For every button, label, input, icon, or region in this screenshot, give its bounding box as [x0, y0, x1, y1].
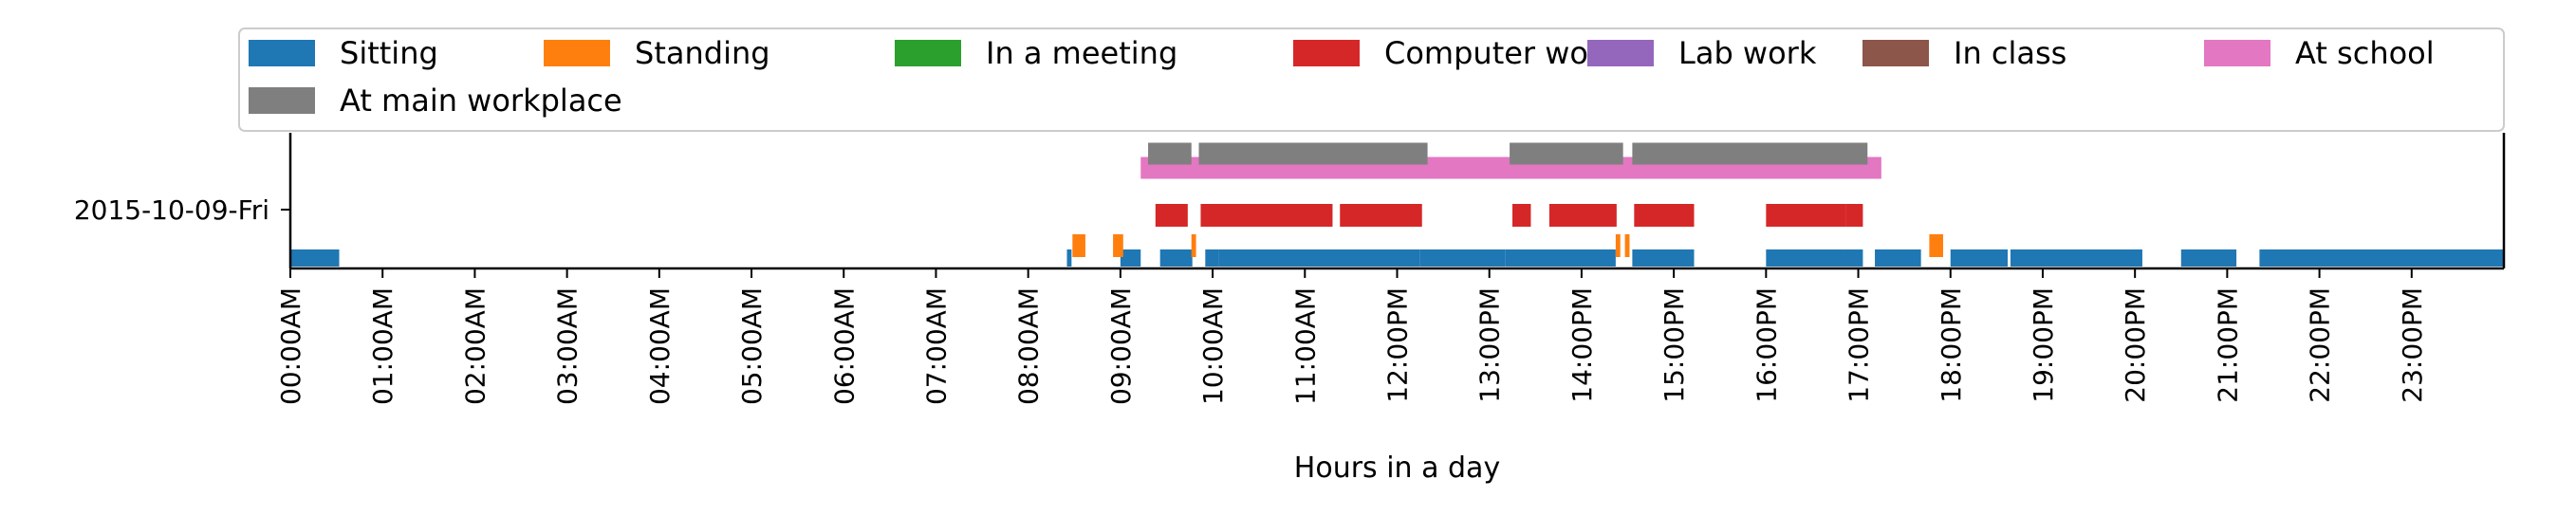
- bar-sitting-5: [1218, 249, 1331, 267]
- x-axis-title: Hours in a day: [1294, 452, 1500, 485]
- bar-standing-2: [1191, 234, 1196, 257]
- legend-label-in-class: In class: [1954, 35, 2066, 71]
- bar-at-main-workplace-2: [1510, 142, 1623, 165]
- bar-sitting-14: [2010, 249, 2142, 267]
- bar-sitting-9: [1632, 249, 1695, 267]
- bar-standing-0: [1072, 234, 1085, 257]
- x-tick-label: 19:00PM: [2028, 287, 2059, 403]
- bar-computer-work-4: [1548, 204, 1617, 227]
- bar-computer-work-0: [1155, 204, 1188, 227]
- x-tick-label: 01:00AM: [367, 287, 398, 405]
- x-tick-label: 21:00PM: [2212, 287, 2243, 403]
- bar-at-main-workplace-0: [1148, 142, 1192, 165]
- bar-at-main-workplace-1: [1198, 142, 1428, 165]
- bar-sitting-4: [1205, 249, 1219, 267]
- legend-swatch-in-a-meeting: [895, 40, 961, 66]
- bar-sitting-6: [1330, 249, 1420, 267]
- bar-sitting-15: [2180, 249, 2237, 267]
- x-tick-label: 18:00PM: [1936, 287, 1967, 403]
- legend-label-sitting: Sitting: [340, 35, 438, 71]
- legend-swatch-at-school: [2204, 40, 2270, 66]
- bar-standing-3: [1615, 234, 1621, 257]
- x-tick-label: 15:00PM: [1659, 287, 1690, 403]
- bar-sitting-10: [1766, 249, 1844, 267]
- legend-box: [238, 28, 2505, 132]
- x-tick-label: 07:00AM: [920, 287, 952, 405]
- bar-sitting-1: [1066, 249, 1072, 267]
- bar-at-main-workplace-3: [1632, 142, 1868, 165]
- bar-sitting-0: [290, 249, 340, 267]
- bar-sitting-16: [2259, 249, 2504, 267]
- legend-label-at-school: At school: [2295, 35, 2435, 71]
- bar-standing-5: [1929, 234, 1943, 257]
- x-tick-label: 23:00PM: [2397, 287, 2428, 403]
- x-tick-label: 04:00AM: [644, 287, 676, 405]
- x-tick-label: 13:00PM: [1474, 287, 1506, 403]
- x-tick-label: 05:00AM: [736, 287, 768, 405]
- legend-swatch-lab-work: [1587, 40, 1654, 66]
- bar-standing-1: [1113, 234, 1123, 257]
- x-tick-label: 09:00AM: [1105, 287, 1137, 405]
- x-tick-label: 17:00PM: [1844, 287, 1875, 403]
- legend-swatch-sitting: [249, 40, 315, 66]
- y-tick-label: 2015-10-09-Fri: [74, 194, 269, 226]
- bar-computer-work-5: [1634, 204, 1695, 227]
- x-tick-label: 14:00PM: [1566, 287, 1598, 403]
- x-tick-label: 00:00AM: [275, 287, 306, 405]
- bar-sitting-7: [1419, 249, 1506, 267]
- x-tick-label: 11:00AM: [1289, 287, 1321, 405]
- legend-label-standing: Standing: [635, 35, 770, 71]
- x-tick-label: 08:00AM: [1013, 287, 1045, 405]
- bar-sitting-3: [1159, 249, 1193, 267]
- bar-computer-work-7: [1845, 204, 1863, 227]
- legend-label-in-a-meeting: In a meeting: [986, 35, 1177, 71]
- legend-swatch-standing: [544, 40, 610, 66]
- x-tick-label: 03:00AM: [552, 287, 584, 405]
- bar-sitting-11: [1843, 249, 1863, 267]
- bar-sitting-12: [1875, 249, 1921, 267]
- bar-computer-work-6: [1766, 204, 1846, 227]
- x-tick-label: 06:00AM: [828, 287, 860, 405]
- legend-swatch-computer-work: [1293, 40, 1360, 66]
- bar-sitting-13: [1950, 249, 2009, 267]
- legend-label-lab-work: Lab work: [1678, 35, 1817, 71]
- bar-sitting-8: [1505, 249, 1616, 267]
- legend-label-computer-work: Computer work: [1384, 35, 1619, 71]
- bar-sitting-2: [1120, 249, 1141, 267]
- bar-standing-4: [1624, 234, 1630, 257]
- x-tick-label: 22:00PM: [2305, 287, 2336, 403]
- bar-computer-work-2: [1340, 204, 1422, 227]
- x-tick-label: 12:00PM: [1382, 287, 1414, 403]
- legend-label-at-main-workplace: At main workplace: [340, 83, 622, 119]
- x-tick-label: 10:00AM: [1197, 287, 1229, 405]
- x-tick-label: 02:00AM: [459, 287, 491, 405]
- bar-computer-work-1: [1200, 204, 1333, 227]
- bar-computer-work-3: [1512, 204, 1531, 227]
- legend-swatch-in-class: [1863, 40, 1929, 66]
- x-tick-label: 16:00PM: [1751, 287, 1782, 403]
- x-tick-label: 20:00PM: [2120, 287, 2151, 403]
- legend-swatch-at-main-workplace: [249, 87, 315, 114]
